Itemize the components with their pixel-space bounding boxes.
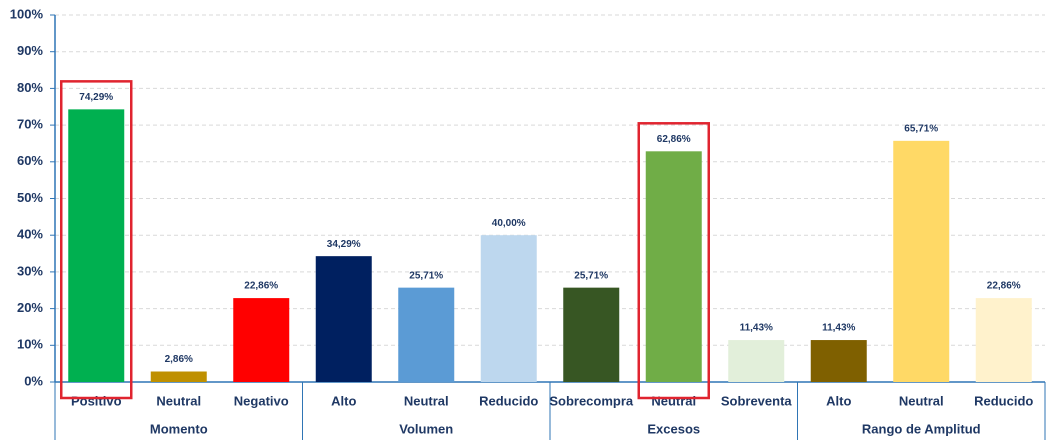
y-tick-label: 70% — [17, 117, 43, 132]
value-label: 2,86% — [165, 354, 193, 365]
group-label: Volumen — [399, 421, 453, 436]
highlight-box — [60, 80, 133, 400]
y-tick-label: 80% — [17, 80, 43, 95]
bar — [233, 298, 290, 382]
value-label: 25,71% — [409, 270, 443, 281]
y-tick-label: 90% — [17, 43, 43, 58]
value-label: 22,86% — [244, 281, 278, 292]
bar — [810, 340, 867, 382]
group-label: Rango de Amplitud — [862, 421, 981, 436]
x-tick-label: Alto — [826, 393, 851, 408]
x-tick-label: Neutral — [404, 393, 449, 408]
x-tick-label: Negativo — [234, 393, 289, 408]
bar — [645, 151, 702, 382]
x-tick-label: Sobreventa — [721, 393, 793, 408]
x-tick-label: Neutral — [899, 393, 944, 408]
y-tick-label: 50% — [17, 190, 43, 205]
bar — [68, 109, 125, 382]
bar — [480, 235, 537, 382]
bar — [728, 340, 785, 382]
value-label: 74,29% — [79, 92, 113, 103]
bar — [150, 371, 207, 382]
value-label: 40,00% — [492, 218, 526, 229]
x-tick-label: Alto — [331, 393, 356, 408]
value-label: 65,71% — [904, 123, 938, 134]
value-label: 25,71% — [574, 270, 608, 281]
bar — [398, 287, 455, 382]
y-tick-label: 30% — [17, 263, 43, 278]
bar — [893, 140, 950, 382]
x-tick-label: Reducido — [974, 393, 1033, 408]
x-tick-label: Neutral — [156, 393, 201, 408]
y-tick-label: 40% — [17, 227, 43, 242]
y-tick-label: 0% — [24, 373, 43, 388]
highlight-box — [637, 122, 710, 400]
value-label: 11,43% — [822, 323, 855, 334]
group-label: Momento — [150, 421, 208, 436]
bar — [315, 256, 372, 382]
y-tick-label: 10% — [17, 337, 43, 352]
bar — [563, 287, 620, 382]
y-tick-label: 60% — [17, 153, 43, 168]
x-tick-label: Reducido — [479, 393, 538, 408]
y-tick-label: 100% — [10, 6, 44, 21]
x-tick-label: Positivo — [71, 393, 122, 408]
value-label: 11,43% — [740, 323, 773, 334]
value-label: 62,86% — [657, 134, 691, 145]
value-label: 22,86% — [987, 281, 1021, 292]
y-tick-label: 20% — [17, 300, 43, 315]
x-tick-label: Sobrecompra — [549, 393, 634, 408]
group-label: Excesos — [647, 421, 700, 436]
x-tick-label: Neutral — [651, 393, 696, 408]
bar — [975, 298, 1032, 382]
value-label: 34,29% — [327, 239, 361, 250]
